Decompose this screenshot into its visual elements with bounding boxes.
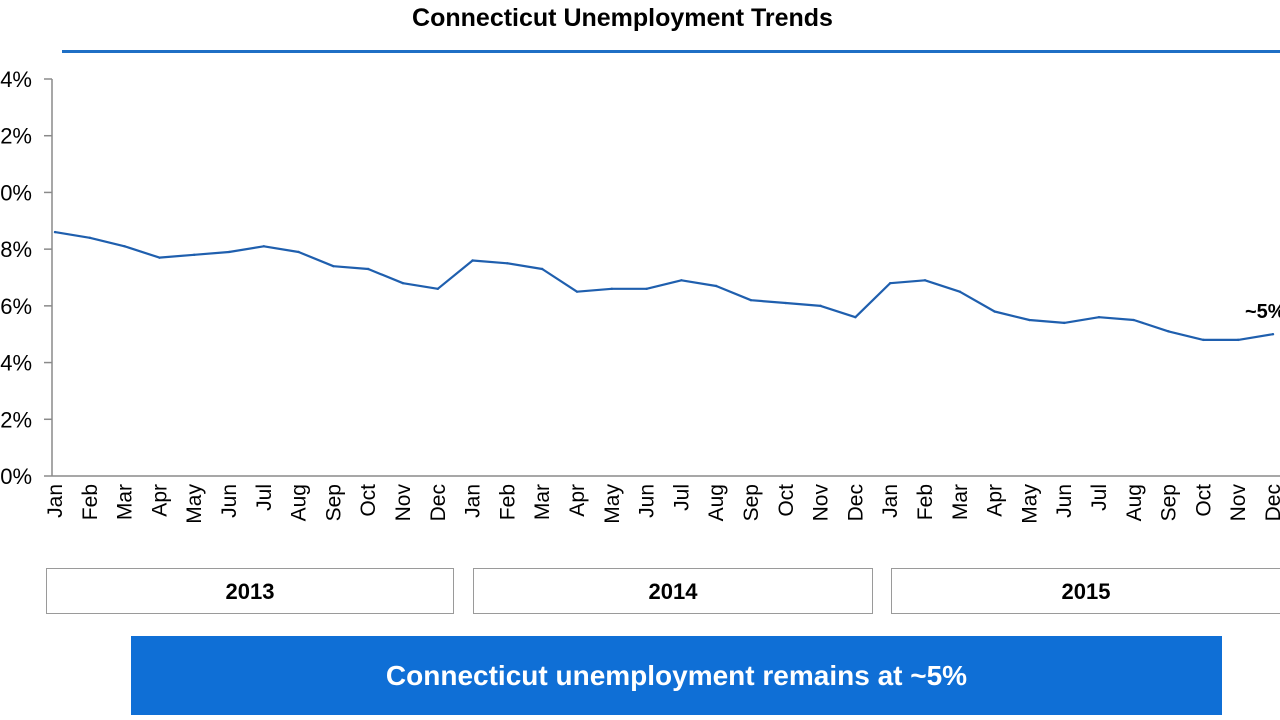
data-point <box>541 267 544 271</box>
x-tick-label: Oct <box>1192 484 1215 517</box>
x-tick-label: Jan <box>44 484 67 518</box>
data-point <box>1132 318 1136 322</box>
data-point <box>610 287 613 291</box>
data-point <box>1237 338 1240 342</box>
series-line <box>54 231 1274 341</box>
x-tick-label: Jan <box>462 484 485 518</box>
x-tick-label: Jan <box>879 484 902 518</box>
x-tick-label: Aug <box>1123 484 1146 521</box>
y-tick-label: 10% <box>0 180 32 205</box>
data-point <box>715 284 718 288</box>
x-tick-label: Sep <box>1158 484 1181 521</box>
x-tick-label: Feb <box>496 484 519 520</box>
data-point <box>1202 338 1205 342</box>
y-tick-label: 14% <box>0 67 32 92</box>
data-point <box>680 279 683 282</box>
x-tick-label: Aug <box>705 484 728 521</box>
chart-title: Connecticut Unemployment Trends <box>412 4 833 32</box>
data-point <box>123 245 126 248</box>
data-point <box>1167 330 1170 333</box>
y-tick-label: 2% <box>0 407 32 432</box>
x-tick-label: Sep <box>740 484 763 521</box>
data-point <box>923 279 927 282</box>
x-tick-label: Sep <box>322 484 345 521</box>
x-tick-label: Jun <box>1053 484 1076 518</box>
data-point <box>506 262 509 265</box>
y-tick-label: 12% <box>0 124 32 149</box>
x-tick-label: Nov <box>810 484 833 522</box>
x-tick-label: Mar <box>531 484 554 520</box>
title-rule <box>62 50 1280 53</box>
year-label-2015: 2015 <box>891 568 1280 614</box>
data-point <box>575 290 579 293</box>
data-point <box>645 287 648 291</box>
year-label-2014: 2014 <box>473 568 873 614</box>
data-point <box>1028 318 1031 322</box>
data-point <box>158 256 161 259</box>
data-point <box>227 250 231 254</box>
data-point <box>1063 321 1066 325</box>
x-tick-label: Feb <box>79 484 102 520</box>
summary-banner: Connecticut unemployment remains at ~5% <box>131 636 1222 715</box>
data-point <box>1271 333 1275 336</box>
data-point <box>297 250 300 254</box>
x-tick-label: Oct <box>357 484 380 517</box>
data-point <box>332 264 335 268</box>
data-point <box>958 290 961 293</box>
x-tick-label: Apr <box>984 484 1007 517</box>
year-label-2013: 2013 <box>46 568 454 614</box>
data-point <box>1097 316 1101 319</box>
y-tick-label: 8% <box>0 237 32 262</box>
x-tick-label: Apr <box>566 484 589 517</box>
data-point <box>53 230 57 234</box>
y-tick-label: 6% <box>0 294 32 319</box>
y-tick-label: 0% <box>0 464 32 489</box>
x-tick-label: Feb <box>914 484 937 520</box>
data-point <box>367 267 370 271</box>
data-point <box>784 301 787 305</box>
x-tick-label: May <box>1018 484 1041 524</box>
x-tick-label: Jul <box>1088 484 1111 511</box>
x-tick-label: Jul <box>253 484 276 511</box>
x-tick-label: Nov <box>1227 484 1250 522</box>
x-tick-label: Oct <box>775 484 798 517</box>
data-point <box>471 259 474 262</box>
x-tick-label: Apr <box>148 484 171 517</box>
x-tick-label: Jul <box>670 484 693 511</box>
value-annotation: ~5% <box>1245 301 1280 323</box>
data-point <box>889 281 892 285</box>
x-tick-label: Dec <box>1262 484 1280 521</box>
x-tick-label: Jun <box>636 484 659 518</box>
x-tick-label: May <box>601 484 624 524</box>
data-point <box>993 310 996 313</box>
y-tick-label: 4% <box>0 351 32 376</box>
data-point <box>436 287 439 291</box>
x-tick-label: Dec <box>844 484 867 521</box>
data-point <box>749 298 753 302</box>
x-tick-label: May <box>183 484 206 524</box>
data-point <box>854 316 857 319</box>
data-point <box>88 236 92 239</box>
x-tick-label: Dec <box>427 484 450 521</box>
x-tick-label: Nov <box>392 484 415 522</box>
data-point <box>193 253 196 257</box>
x-tick-label: Jun <box>218 484 241 518</box>
data-point <box>401 281 405 285</box>
x-tick-label: Aug <box>288 484 311 521</box>
data-point <box>819 304 822 308</box>
x-tick-label: Mar <box>114 484 137 520</box>
x-tick-label: Mar <box>949 484 972 520</box>
data-point <box>262 245 265 248</box>
